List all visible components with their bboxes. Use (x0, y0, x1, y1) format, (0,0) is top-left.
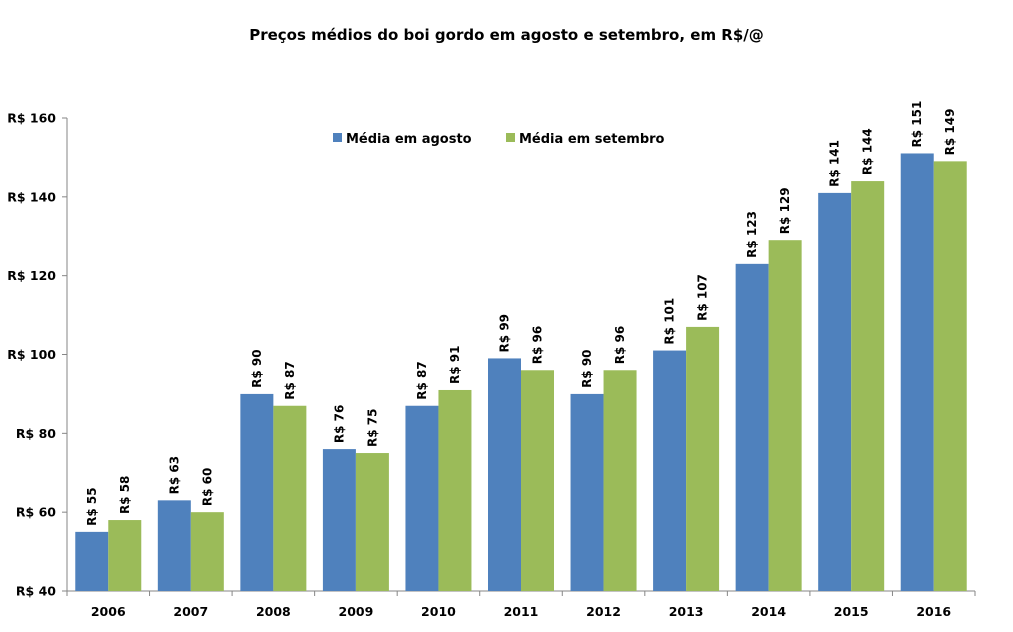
x-tick-label: 2013 (669, 604, 704, 619)
x-axis: 2006 2007 2008 2009 2010 2011 2012 2013 2014 2015… (66, 590, 976, 619)
data-label: R$ 151 (910, 101, 924, 148)
data-label: R$ 123 (745, 211, 759, 258)
data-label: R$ 90 (250, 349, 264, 387)
bar-agosto (405, 405, 439, 591)
bar-agosto (157, 500, 191, 591)
bar-agosto (818, 192, 852, 591)
y-tick-label: R$ 80 (16, 426, 56, 441)
y-tick-label: R$ 60 (16, 505, 56, 520)
data-label: R$ 96 (613, 326, 627, 364)
data-label: R$ 107 (696, 274, 710, 321)
bar-setembro (686, 326, 720, 591)
legend-label-agosto: Média em agosto (346, 132, 472, 147)
bar-setembro (933, 161, 967, 591)
x-tick-label: 2009 (339, 604, 374, 619)
legend: Média em agosto Média em setembro (333, 132, 665, 147)
chart-title: Preços médios do boi gordo em agosto e s… (249, 26, 764, 44)
y-axis: R$ 40 R$ 60 R$ 80 R$ 100 R$ 120 R$ 140 R$ 160 (7, 111, 68, 599)
bar-agosto (75, 531, 109, 591)
data-label: R$ 91 (448, 346, 462, 384)
bar-setembro (190, 512, 224, 591)
data-label: R$ 96 (531, 326, 545, 364)
y-tick-label: R$ 100 (7, 347, 56, 362)
legend-swatch-agosto (333, 133, 342, 142)
x-tick-label: 2011 (504, 604, 539, 619)
bar-setembro (603, 370, 637, 591)
data-label: R$ 101 (663, 298, 677, 345)
bar-setembro (768, 240, 802, 592)
data-label: R$ 141 (828, 140, 842, 187)
bar-agosto (653, 350, 687, 591)
y-tick-label: R$ 160 (7, 111, 56, 126)
bar-agosto (322, 449, 356, 591)
y-tick-label: R$ 140 (7, 189, 56, 204)
data-label: R$ 90 (580, 349, 594, 387)
x-tick-label: 2016 (916, 604, 951, 619)
data-label: R$ 75 (365, 409, 379, 447)
data-label: R$ 87 (415, 361, 429, 399)
data-label: R$ 149 (943, 109, 957, 156)
legend-label-setembro: Média em setembro (519, 132, 665, 147)
data-labels: R$ 55 R$ 63 R$ 90 R$ 76 R$ 87 R$ 99 R$ 90 R$ 10… (85, 101, 957, 526)
x-tick-label: 2006 (91, 604, 126, 619)
x-tick-label: 2015 (834, 604, 869, 619)
bar-setembro (273, 405, 307, 591)
y-tick-label: R$ 40 (16, 584, 56, 599)
data-label: R$ 87 (283, 361, 297, 399)
bar-setembro (521, 370, 554, 591)
bars (75, 153, 967, 592)
bar-agosto (900, 153, 934, 591)
data-label: R$ 144 (861, 128, 875, 175)
data-label: R$ 63 (167, 456, 181, 494)
data-label: R$ 60 (200, 468, 214, 506)
bar-agosto (488, 358, 521, 591)
bar-agosto (735, 263, 769, 591)
x-tick-label: 2010 (421, 604, 456, 619)
legend-swatch-setembro (506, 133, 515, 142)
bar-setembro (108, 520, 142, 591)
bar-setembro (851, 181, 885, 592)
bar-setembro (438, 389, 472, 591)
bar-agosto (240, 393, 274, 591)
x-tick-label: 2014 (751, 604, 786, 619)
data-label: R$ 129 (778, 187, 792, 234)
x-tick-label: 2008 (256, 604, 291, 619)
bar-setembro (355, 453, 389, 591)
data-label: R$ 58 (118, 476, 132, 514)
data-label: R$ 55 (85, 487, 99, 525)
x-tick-label: 2007 (173, 604, 208, 619)
y-tick-label: R$ 120 (7, 268, 56, 283)
data-label: R$ 76 (332, 405, 346, 443)
x-tick-label: 2012 (586, 604, 621, 619)
data-label: R$ 99 (498, 314, 512, 352)
bar-agosto (570, 393, 604, 591)
